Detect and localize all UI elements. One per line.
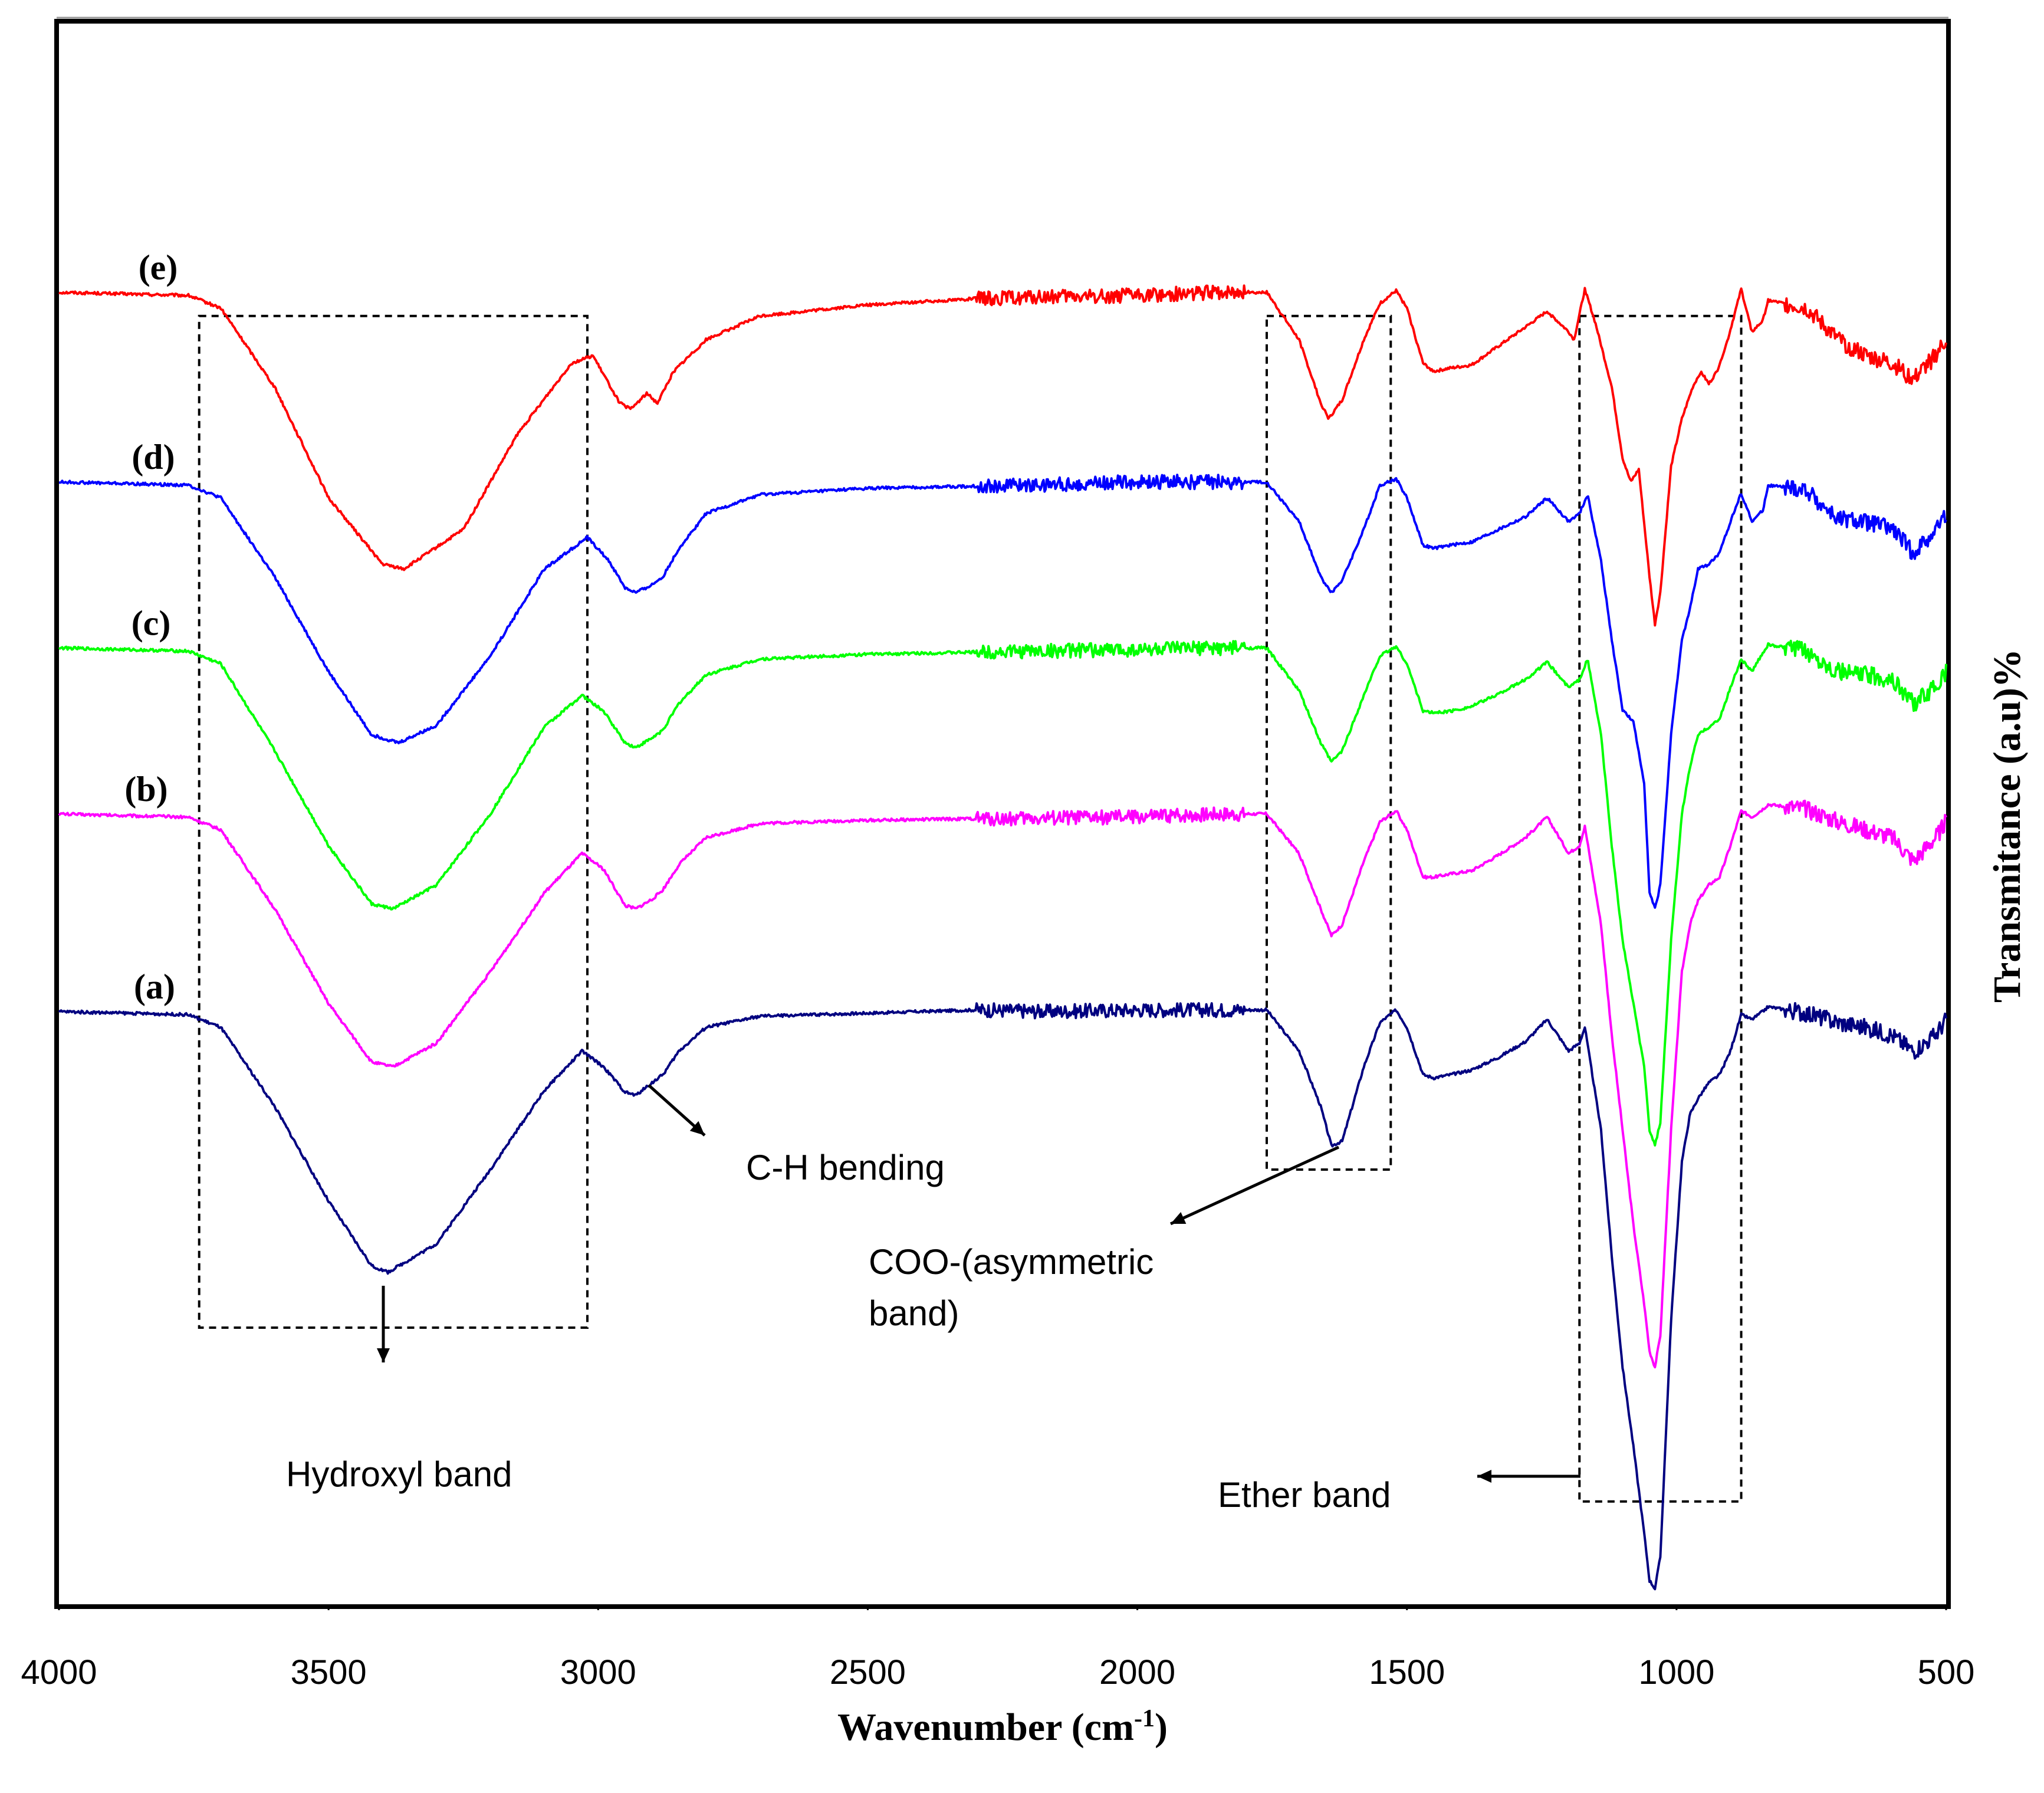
series-line-b [58, 799, 1947, 1369]
x-tick-label: 3000 [560, 1653, 636, 1692]
annotations: Hydroxyl band C-H bending COO-(asymmetric b… [286, 1084, 1580, 1515]
series-label-a: (a) [134, 967, 175, 1006]
series-line-d [58, 474, 1947, 909]
series-labels: (e) (d) (c) (b) (a) [124, 248, 178, 1006]
x-tick-label: 1000 [1638, 1653, 1714, 1692]
region-box-2 [1266, 314, 1392, 1171]
region-boxes [198, 314, 1743, 1503]
annotation-1: Hydroxyl band [286, 1454, 512, 1494]
annotation-arrowhead-2 [689, 1121, 705, 1135]
series-label-c: (c) [132, 604, 171, 643]
x-axis-title: Wavenumber (cm-1) [837, 1705, 1168, 1749]
plot-frame [54, 19, 1951, 1609]
series-label-b: (b) [124, 770, 167, 809]
x-tick-label: 2000 [1099, 1653, 1175, 1692]
series-line-e [58, 284, 1947, 627]
x-tick-label: 3500 [291, 1653, 367, 1692]
series-label-e: (e) [139, 248, 178, 287]
annotation-arrowhead-3 [1171, 1212, 1187, 1224]
series-line-a [58, 1002, 1947, 1591]
annotation-arrow-3 [1169, 1145, 1340, 1226]
x-tick-label: 500 [1918, 1653, 1975, 1692]
annotation-line: C-H bending [746, 1148, 945, 1187]
annotation-line: Ether band [1218, 1475, 1391, 1515]
x-axis-ticks: 4000 3500 3000 2500 2000 1500 1000 500 [21, 1604, 1974, 1692]
annotation-arrowhead-1 [377, 1348, 390, 1362]
x-tick-label: 1500 [1369, 1653, 1445, 1692]
y-axis-title: Transmitance (a.u)% [1986, 649, 2029, 1003]
region-box-1 [198, 314, 589, 1329]
annotation-4: Ether band [1218, 1475, 1391, 1515]
x-axis-title-close: ) [1155, 1706, 1168, 1749]
series-label-d: (d) [132, 438, 175, 477]
x-tick-label: 2500 [830, 1653, 906, 1692]
spectra-series [58, 284, 1947, 1591]
x-axis-title-sup: -1 [1134, 1705, 1155, 1732]
annotation-line: band) [869, 1293, 959, 1333]
annotation-line: COO-(asymmetric [869, 1242, 1154, 1282]
x-tick-label: 4000 [21, 1653, 97, 1692]
annotation-3: COO-(asymmetric band) [869, 1242, 1154, 1333]
x-axis-title-main: Wavenumber (cm [837, 1706, 1134, 1749]
annotation-arrowhead-4 [1477, 1470, 1491, 1483]
series-line-c [58, 639, 1947, 1147]
annotation-2: C-H bending [746, 1148, 945, 1187]
region-box-3 [1578, 314, 1743, 1503]
annotation-line: Hydroxyl band [286, 1454, 512, 1494]
